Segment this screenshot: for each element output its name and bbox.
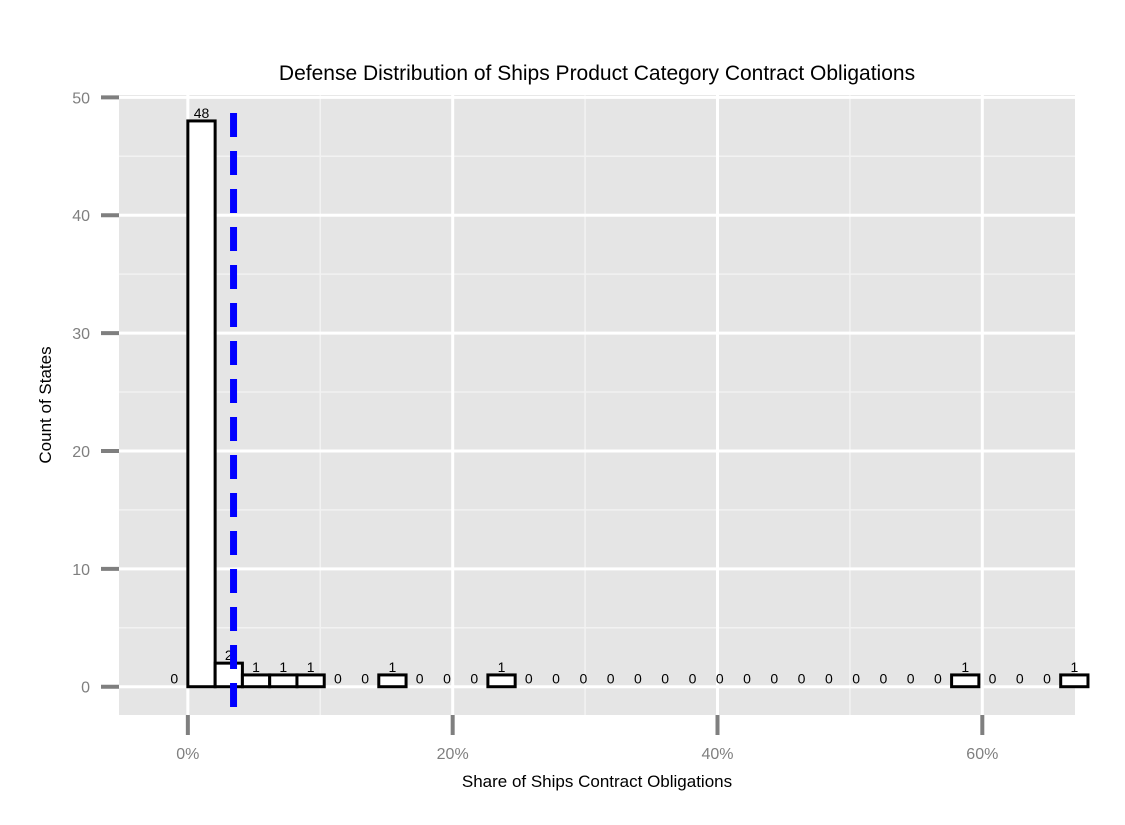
- bar-count-label: 0: [634, 671, 642, 687]
- y-tick-label: 20: [72, 444, 90, 461]
- bar-count-label: 0: [907, 671, 915, 687]
- histogram-bars: [186, 119, 1090, 689]
- y-tick-label: 0: [81, 680, 90, 697]
- x-tick-label: 40%: [701, 746, 733, 763]
- bar-count-label: 0: [825, 671, 833, 687]
- bar-count-label: 0: [716, 671, 724, 687]
- y-tick-label: 30: [72, 326, 90, 343]
- histogram-bar: [213, 661, 244, 689]
- y-tick-label: 50: [72, 90, 90, 107]
- x-tick-label: 60%: [966, 746, 998, 763]
- bar-count-label: 0: [552, 671, 560, 687]
- bar-count-label: 0: [579, 671, 587, 687]
- y-tick-label: 40: [72, 208, 90, 225]
- bar-count-label: 1: [961, 659, 969, 675]
- x-tick-label: 20%: [437, 746, 469, 763]
- bar-count-label: 0: [361, 671, 369, 687]
- bar-count-label: 2: [225, 647, 233, 663]
- bar-count-label: 0: [525, 671, 533, 687]
- bar-count-label: 0: [852, 671, 860, 687]
- x-axis: 0% 20% 40% 60%: [176, 715, 998, 763]
- bar-count-label: 0: [989, 671, 997, 687]
- bar-count-label: 0: [798, 671, 806, 687]
- bar-count-label: 0: [770, 671, 778, 687]
- major-gridlines: [119, 95, 1075, 715]
- minor-gridlines: [119, 95, 1075, 715]
- bar-count-label: 0: [470, 671, 478, 687]
- bar-count-labels: 0 48 2 1 1 1 0 0 1 0 0 0 1 0 0 0 0 0 0 0 0 0 0 0 0 0 0 0 0 1 0 0 0 1: [170, 105, 1078, 687]
- bar-count-label: 0: [416, 671, 424, 687]
- plot-panel: [119, 95, 1075, 715]
- y-axis-title: Count of States: [36, 346, 55, 463]
- histogram-bar: [240, 673, 272, 689]
- bar-count-label: 0: [934, 671, 942, 687]
- histogram-bar: [486, 673, 517, 689]
- bar-count-label: 0: [170, 671, 178, 687]
- bar-count-label: 0: [1016, 671, 1024, 687]
- bar-count-label: 1: [498, 659, 506, 675]
- histogram-bar: [186, 119, 217, 689]
- x-tick-label: 0%: [176, 746, 199, 763]
- bar-count-label: 0: [607, 671, 615, 687]
- bar-count-label: 1: [279, 659, 287, 675]
- bar-count-label: 0: [443, 671, 451, 687]
- bar-count-label: 0: [689, 671, 697, 687]
- histogram-bar: [377, 673, 408, 689]
- x-axis-title: Share of Ships Contract Obligations: [462, 772, 732, 791]
- bar-count-label: 48: [194, 105, 210, 121]
- bar-count-label: 0: [334, 671, 342, 687]
- bar-count-label: 1: [1070, 659, 1078, 675]
- histogram-bar: [295, 673, 326, 689]
- histogram-bar: [268, 673, 299, 689]
- bar-count-label: 0: [1043, 671, 1051, 687]
- bar-count-label: 0: [880, 671, 888, 687]
- chart-title: Defense Distribution of Ships Product Ca…: [279, 62, 915, 85]
- histogram-bar: [1059, 673, 1090, 689]
- bar-count-label: 0: [661, 671, 669, 687]
- bar-count-label: 0: [743, 671, 751, 687]
- bar-count-label: 1: [389, 659, 397, 675]
- histogram-bar: [950, 673, 981, 689]
- y-axis: 0 10 20 30 40 50: [72, 90, 119, 697]
- bar-count-label: 1: [252, 659, 260, 675]
- y-tick-label: 10: [72, 562, 90, 579]
- bar-count-label: 1: [307, 659, 315, 675]
